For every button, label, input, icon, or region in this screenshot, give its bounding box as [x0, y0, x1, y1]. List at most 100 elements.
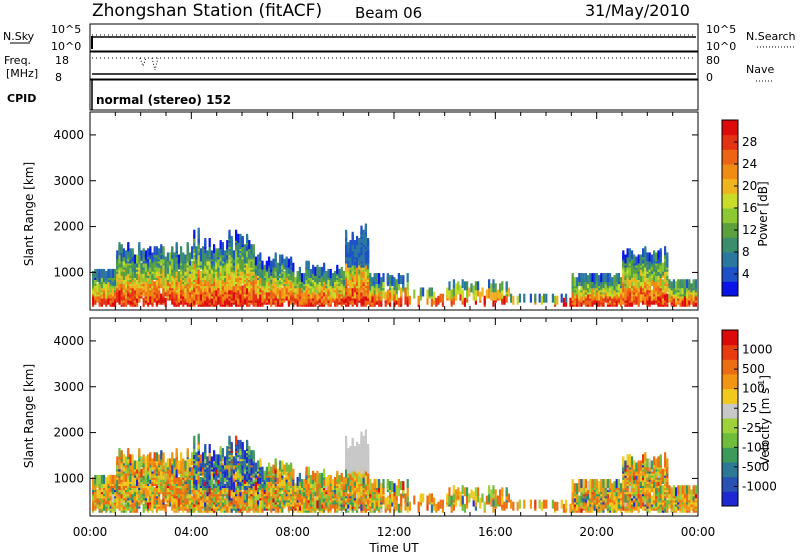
velocity-cell — [352, 438, 354, 447]
power-cell — [360, 246, 362, 255]
power-cell — [473, 285, 475, 294]
velocity-cell — [118, 460, 120, 469]
velocity-cell — [165, 504, 167, 513]
power-cell — [255, 257, 257, 266]
freq-tick-bottom: 8 — [55, 71, 62, 84]
power-colorbar-label: Power [dB] — [756, 181, 770, 246]
power-cell — [178, 254, 180, 263]
velocity-cell — [242, 442, 244, 451]
velocity-cell — [299, 493, 301, 502]
power-cell — [242, 236, 244, 245]
velocity-cell — [292, 469, 294, 478]
velocity-cell — [354, 446, 356, 455]
velocity-cell — [154, 487, 156, 496]
power-cell — [156, 246, 158, 255]
power-cell — [382, 273, 384, 282]
power-cell — [127, 242, 129, 251]
power-cell — [605, 273, 607, 282]
velocity-cell — [303, 479, 305, 488]
nsky-tick-top: 10^5 — [51, 23, 81, 36]
velocity-cell — [235, 436, 237, 445]
velocity-cell — [275, 458, 277, 467]
power-cell — [391, 287, 393, 296]
power-cell — [281, 287, 283, 296]
power-cell — [184, 254, 186, 263]
power-cell — [121, 244, 123, 253]
power-cell — [404, 287, 406, 296]
velocity-cell — [290, 463, 292, 472]
power-cell — [352, 232, 354, 241]
power-cell — [565, 294, 567, 303]
power-cell — [167, 252, 169, 261]
velocity-cell — [101, 475, 103, 484]
power-cell — [173, 279, 175, 288]
power-cell — [222, 242, 224, 251]
power-cell — [266, 281, 268, 290]
power-cell — [583, 273, 585, 282]
power-cell — [578, 290, 580, 299]
velocity-cell — [167, 458, 169, 467]
power-cell — [191, 261, 193, 270]
velocity-cell — [253, 450, 255, 459]
power-cell — [347, 287, 349, 296]
power-cell — [347, 242, 349, 251]
power-cell — [321, 267, 323, 276]
power-cell — [118, 296, 120, 305]
velocity-cell — [266, 487, 268, 496]
velocity-cell — [107, 475, 109, 484]
power-cell — [257, 254, 259, 263]
power-cell — [420, 287, 422, 296]
power-cell — [235, 265, 237, 274]
power-cell — [409, 296, 411, 305]
velocity-cell — [281, 460, 283, 469]
power-cell — [248, 259, 250, 268]
power-cell — [693, 279, 695, 288]
velocity-cell — [198, 434, 200, 443]
power-cell — [369, 273, 371, 282]
power-cell — [143, 248, 145, 257]
velocity-cell — [345, 483, 347, 492]
power-cell — [466, 290, 468, 299]
power-cell — [688, 279, 690, 288]
colorbar-swatch — [722, 193, 738, 208]
velocity-cell — [222, 473, 224, 482]
power-cell — [517, 296, 519, 305]
power-cell — [622, 250, 624, 259]
power-cell — [99, 283, 101, 292]
power-cell — [336, 265, 338, 274]
y-tick-label: 4000 — [53, 128, 84, 142]
velocity-cell — [158, 496, 160, 505]
power-cell — [96, 283, 98, 292]
power-cell — [116, 273, 118, 282]
velocity-cell — [118, 502, 120, 511]
velocity-cell — [116, 479, 118, 488]
power-cell — [343, 271, 345, 280]
power-cell — [437, 296, 439, 305]
power-cell — [418, 296, 420, 305]
velocity-cell — [255, 463, 257, 472]
power-cell — [253, 244, 255, 253]
power-cell — [248, 240, 250, 249]
velocity-cell — [187, 448, 189, 457]
freq-label: Freq. — [4, 54, 31, 67]
power-cell — [266, 261, 268, 270]
velocity-cell — [314, 473, 316, 482]
power-cell — [191, 246, 193, 255]
power-cell — [600, 273, 602, 282]
colorbar-swatch — [722, 252, 738, 267]
velocity-cell — [334, 477, 336, 486]
beam-label: Beam 06 — [355, 4, 422, 22]
power-cell — [138, 254, 140, 263]
power-cell — [99, 269, 101, 278]
colorbar-tick-label: 20 — [742, 179, 757, 193]
power-cell — [585, 273, 587, 282]
power-cell — [387, 290, 389, 299]
power-cell — [209, 238, 211, 247]
velocity-cell — [99, 475, 101, 484]
velocity-cell — [281, 493, 283, 502]
power-cell — [591, 273, 593, 282]
power-cell — [382, 290, 384, 299]
power-cell — [587, 275, 589, 284]
power-cell — [539, 294, 541, 303]
colorbar-tick-label: 4 — [742, 267, 750, 281]
